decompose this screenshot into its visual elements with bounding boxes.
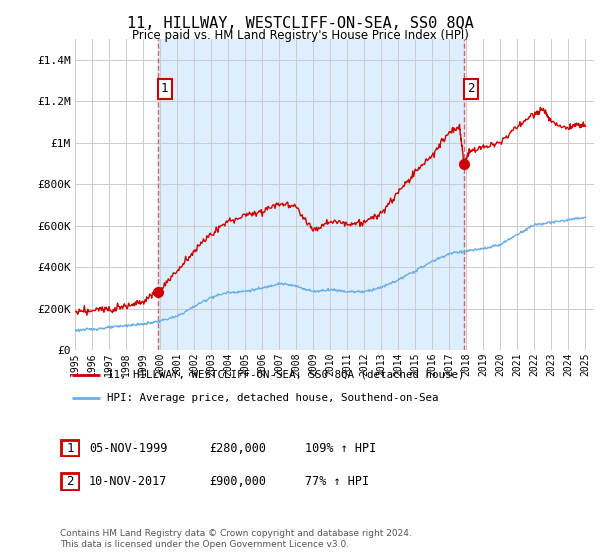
Text: 11, HILLWAY, WESTCLIFF-ON-SEA, SS0 8QA: 11, HILLWAY, WESTCLIFF-ON-SEA, SS0 8QA <box>127 16 473 31</box>
Text: Price paid vs. HM Land Registry's House Price Index (HPI): Price paid vs. HM Land Registry's House … <box>131 29 469 42</box>
Text: £900,000: £900,000 <box>209 475 266 488</box>
Text: HPI: Average price, detached house, Southend-on-Sea: HPI: Average price, detached house, Sout… <box>107 393 438 403</box>
FancyBboxPatch shape <box>61 473 79 490</box>
Text: 11, HILLWAY, WESTCLIFF-ON-SEA, SS0 8QA (detached house): 11, HILLWAY, WESTCLIFF-ON-SEA, SS0 8QA (… <box>107 370 464 380</box>
FancyBboxPatch shape <box>61 440 79 456</box>
Text: 1: 1 <box>66 441 74 455</box>
Text: 77% ↑ HPI: 77% ↑ HPI <box>305 475 369 488</box>
Text: 10-NOV-2017: 10-NOV-2017 <box>89 475 167 488</box>
Text: 2: 2 <box>467 82 475 95</box>
Bar <box>158 39 464 350</box>
Text: 05-NOV-1999: 05-NOV-1999 <box>89 441 167 455</box>
Text: 2: 2 <box>66 475 74 488</box>
Text: £280,000: £280,000 <box>209 441 266 455</box>
Text: 1: 1 <box>161 82 169 95</box>
Text: Contains HM Land Registry data © Crown copyright and database right 2024.
This d: Contains HM Land Registry data © Crown c… <box>60 529 412 549</box>
Text: 109% ↑ HPI: 109% ↑ HPI <box>305 441 376 455</box>
